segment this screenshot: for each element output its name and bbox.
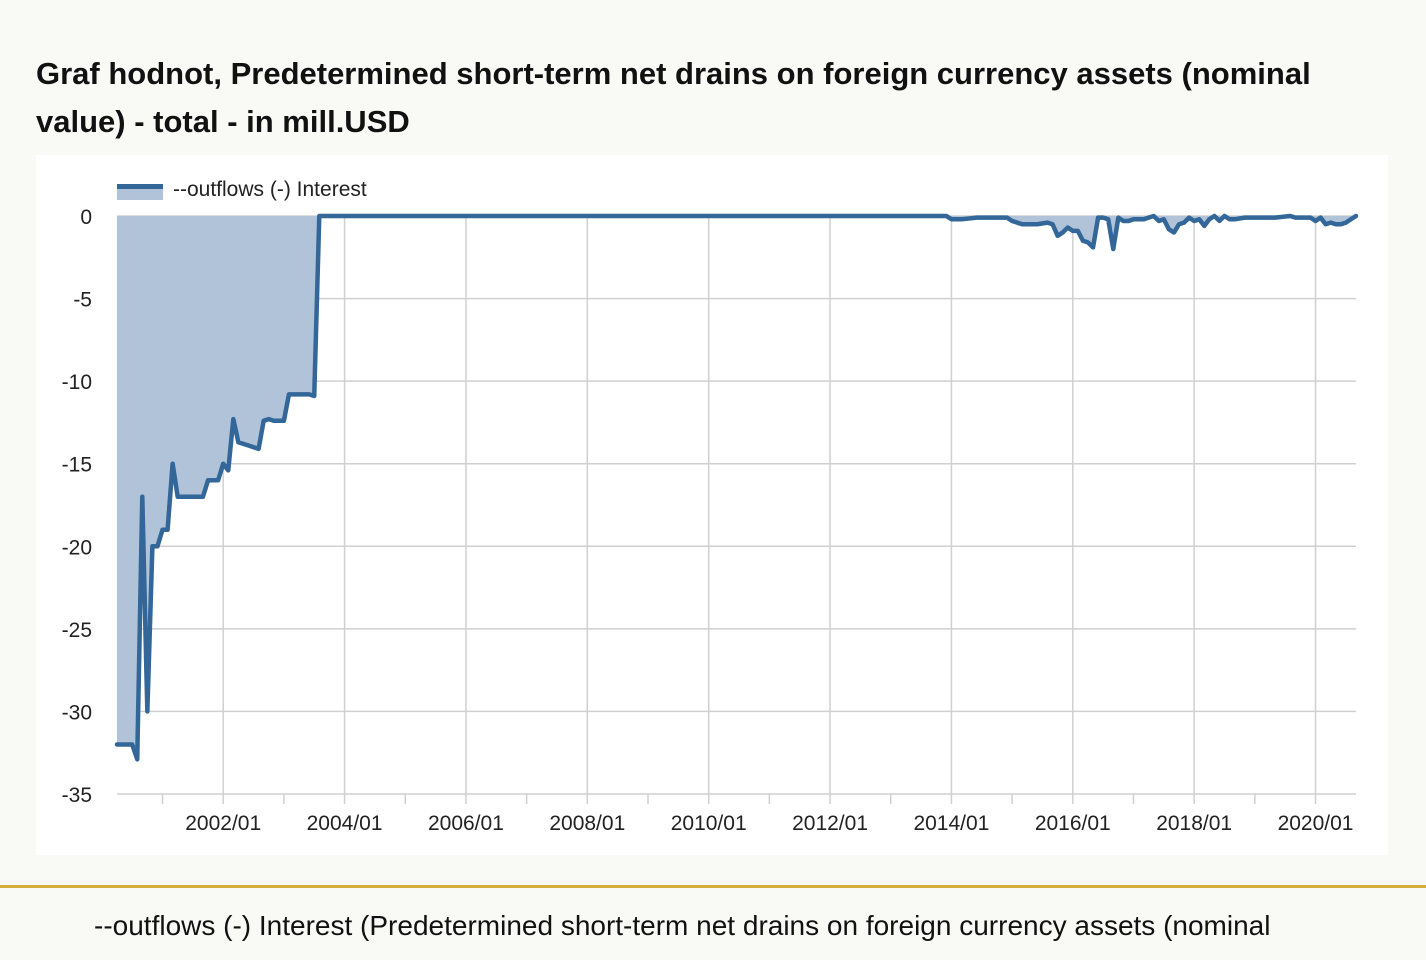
x-tick-label: 2020/01 (1278, 812, 1354, 835)
y-tick-label: -35 (62, 784, 92, 807)
x-tick-label: 2014/01 (913, 812, 989, 835)
x-tick-label: 2016/01 (1035, 812, 1111, 835)
series-line-path (114, 213, 1359, 762)
legend-label: --outflows (-) Interest (173, 178, 367, 201)
y-tick-label: -10 (62, 371, 92, 394)
series-area-fill (117, 216, 1356, 760)
area-chart: 0 -5 -10 -15 -20 -25 -30 -35 2002/01 2004/01 2006/… (62, 178, 1359, 835)
series-description: --outflows (-) Interest (Predetermined s… (94, 910, 1271, 941)
x-tick-label: 2006/01 (428, 812, 504, 835)
y-tick-label: -15 (62, 454, 92, 477)
y-tick-label: -20 (62, 536, 92, 559)
x-tick-label: 2008/01 (549, 812, 625, 835)
y-tick-label: 0 (80, 206, 92, 229)
chart-card: 0 -5 -10 -15 -20 -25 -30 -35 2002/01 2004/01 2006/… (36, 155, 1388, 855)
grid-lines (117, 215, 1356, 804)
y-tick-label: -5 (73, 289, 92, 312)
series-line (114, 213, 1359, 762)
chart-title: Graf hodnot, Predetermined short-term ne… (36, 56, 1311, 139)
y-tick-label: -30 (62, 701, 92, 724)
legend-swatch-line (117, 184, 163, 189)
x-tick-label: 2004/01 (307, 812, 383, 835)
x-tick-label: 2018/01 (1156, 812, 1232, 835)
x-tick-label: 2012/01 (792, 812, 868, 835)
legend[interactable]: --outflows (-) Interest (117, 178, 367, 201)
y-tick-label: -25 (62, 619, 92, 642)
x-tick-label: 2002/01 (185, 812, 261, 835)
axes: 0 -5 -10 -15 -20 -25 -30 -35 2002/01 2004/01 2006/… (62, 206, 1354, 835)
section-divider (0, 885, 1426, 888)
legend-swatch-fill (117, 187, 163, 200)
x-tick-label: 2010/01 (671, 812, 747, 835)
series-area (117, 216, 1356, 760)
